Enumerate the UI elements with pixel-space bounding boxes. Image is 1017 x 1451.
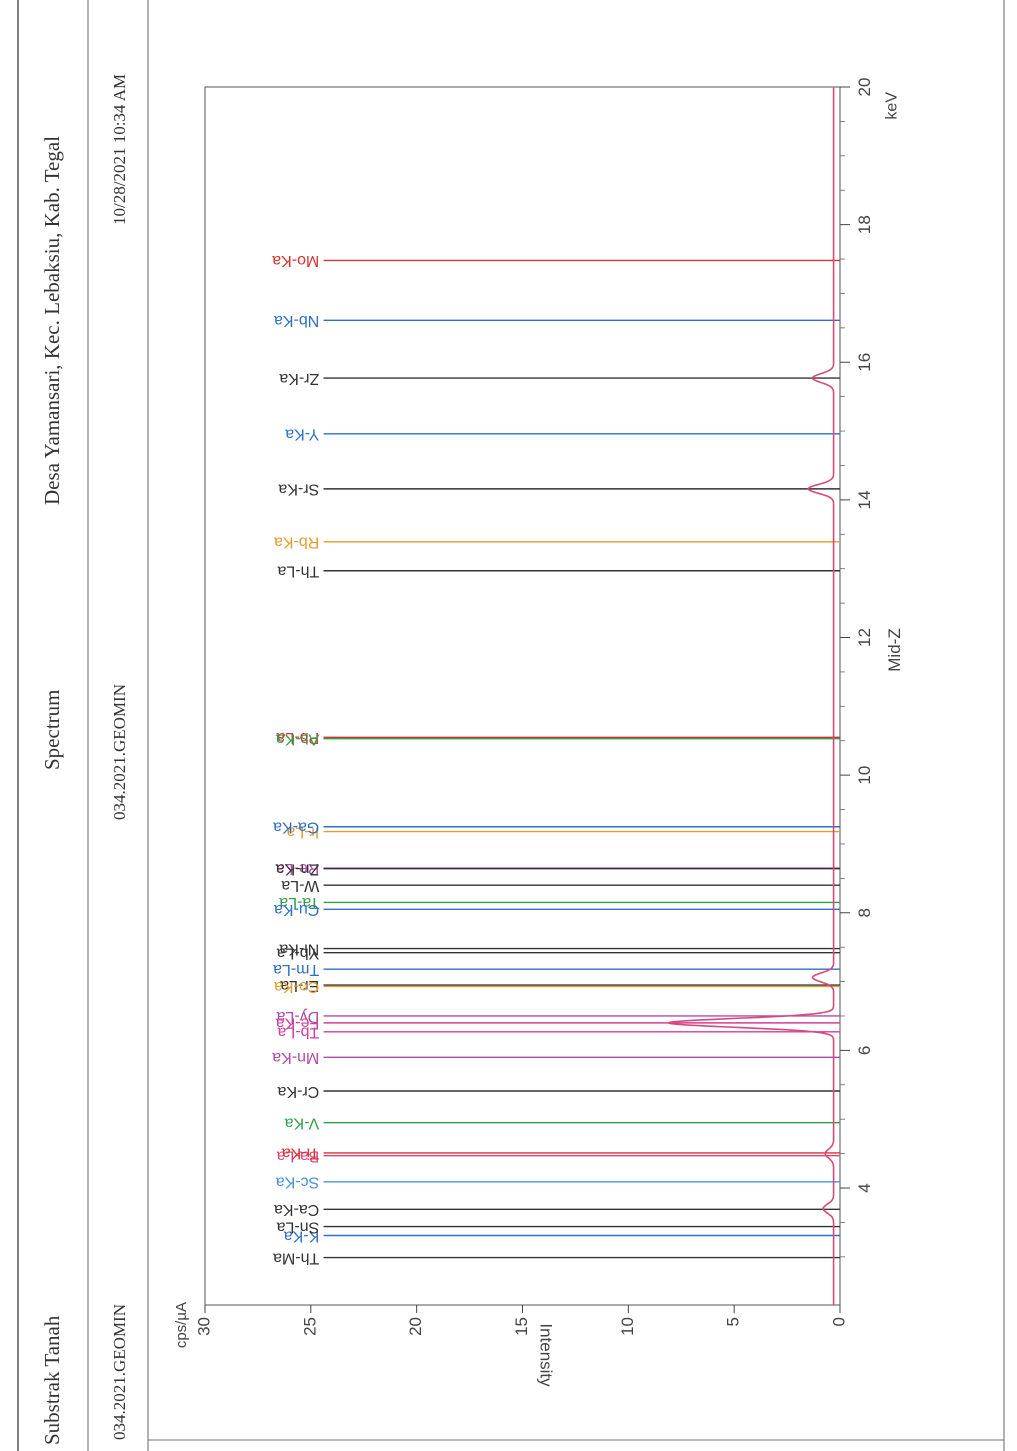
marker-label-k-ka: K-Ka [284, 1227, 320, 1244]
energy-tick-label-16: 16 [855, 353, 874, 372]
marker-label-pb-la: Pb-La [277, 729, 320, 746]
energy-tick-label-8: 8 [855, 908, 874, 917]
energy-tick-label-10: 10 [855, 766, 874, 785]
marker-label-mo-ka: Mo-Ka [272, 252, 319, 269]
marker-label-er-la: Er-La [280, 977, 319, 994]
marker-label-cu-ka: Cu-Ka [274, 901, 319, 918]
energy-tick-label-6: 6 [855, 1046, 874, 1055]
marker-label-v-ka: V-Ka [285, 1114, 320, 1131]
intensity-axis-label: Intensity [537, 1323, 556, 1387]
marker-label-as-ka: As-Ka [276, 730, 320, 747]
marker-label-nb-ka: Nb-Ka [274, 312, 319, 329]
marker-label-th-ma: Th-Ma [273, 1249, 319, 1266]
marker-label-sn-la: Sn-La [277, 1218, 320, 1235]
marker-label-y-ka: Y-Ka [285, 426, 319, 443]
energy-tick-label-20: 20 [855, 78, 874, 97]
marker-label-zn-ka: Zn-Ka [276, 860, 320, 877]
marker-label-ba-la: Ba-La [277, 1147, 320, 1164]
marker-label-fe-ka: Fe-Ka [276, 1015, 320, 1032]
intensity-tick-label-30: 30 [194, 1317, 213, 1336]
spectrum-trace [665, 87, 835, 1305]
intensity-tick-label-10: 10 [618, 1317, 637, 1336]
marker-label-ir-la: Ir-La [286, 823, 319, 840]
marker-label-sc-ka: Sc-Ka [276, 1174, 320, 1191]
marker-label-dy-la: Dy-La [277, 1008, 320, 1025]
marker-label-ti-ka: Ti-Ka [282, 1145, 320, 1162]
marker-label-tb-la: Tb-La [277, 1024, 319, 1041]
marker-label-cr-ka: Cr-Ka [277, 1083, 319, 1100]
marker-label-ta-la: Ta-La [279, 894, 319, 911]
intensity-tick-label-15: 15 [512, 1317, 531, 1336]
marker-label-yb-la: Yb-La [277, 944, 320, 961]
energy-unit-label: keV [883, 92, 900, 120]
marker-label-mn-ka: Mn-Ka [272, 1049, 319, 1066]
marker-label-co-ka: Co-Ka [274, 978, 319, 995]
energy-tick-label-12: 12 [855, 628, 874, 647]
marker-label-sr-ka: Sr-Ka [278, 481, 319, 498]
energy-axis-caption: Mid-Z [885, 628, 904, 671]
marker-label-w-la: W-La [281, 877, 319, 894]
marker-label-ca-ka: Ca-Ka [274, 1201, 319, 1218]
marker-label-rb-ka: Rb-Ka [274, 534, 319, 551]
marker-label-re-la: Re-La [276, 860, 320, 877]
energy-tick-label-18: 18 [855, 215, 874, 234]
intensity-unit-label: cps/µA [173, 1302, 190, 1348]
marker-label-th-la: Th-La [277, 563, 319, 580]
intensity-tick-label-0: 0 [829, 1317, 848, 1326]
marker-label-tm-la: Tm-La [273, 961, 319, 978]
energy-tick-label-4: 4 [855, 1183, 874, 1192]
energy-tick-label-14: 14 [855, 490, 874, 509]
intensity-tick-label-20: 20 [406, 1317, 425, 1336]
marker-label-ga-ka: Ga-Ka [273, 819, 319, 836]
marker-label-ni-ka: Ni-Ka [279, 940, 319, 957]
marker-label-zr-ka: Zr-Ka [279, 370, 319, 387]
intensity-tick-label-5: 5 [724, 1317, 743, 1326]
intensity-tick-label-25: 25 [300, 1317, 319, 1336]
